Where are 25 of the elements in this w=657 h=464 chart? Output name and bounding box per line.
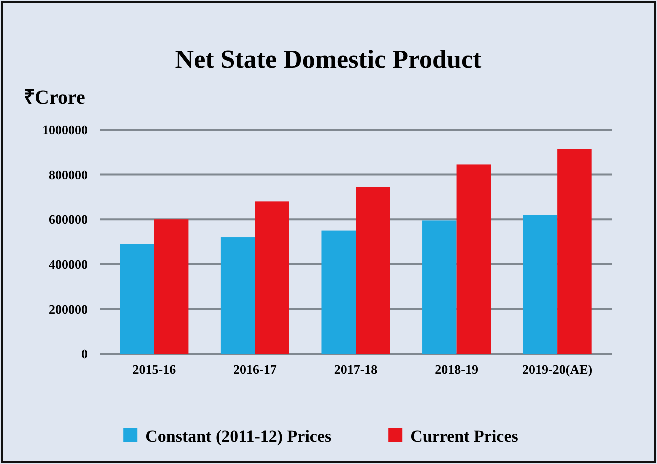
- y-tick-label: 1000000: [42, 122, 88, 138]
- x-tick-label: 2018-19: [435, 362, 479, 377]
- y-tick-label: 600000: [49, 212, 88, 228]
- y-tick-label: 0: [82, 346, 88, 362]
- bar: [322, 230, 356, 354]
- x-tick-label: 2019-20(AE): [522, 362, 593, 377]
- bar: [154, 220, 189, 354]
- legend-label: Current Prices: [410, 426, 519, 446]
- x-tick-label: 2016-17: [234, 362, 278, 377]
- y-axis-title: ₹Crore: [24, 87, 86, 109]
- bar: [422, 220, 457, 354]
- bar: [356, 187, 390, 354]
- bar: [558, 149, 592, 354]
- legend-label: Constant (2011-12) Prices: [146, 426, 332, 446]
- bar: [220, 238, 256, 354]
- bar: [456, 164, 492, 354]
- y-tick-label: 800000: [49, 167, 88, 182]
- x-tick-label: 2015-16: [132, 362, 177, 377]
- bar: [120, 244, 154, 354]
- x-tick-label: 2017-18: [334, 362, 378, 377]
- chart-title: Net State Domestic Product: [175, 45, 482, 74]
- bar: [255, 202, 290, 354]
- bar: [523, 215, 558, 354]
- y-tick-label: 200000: [49, 302, 88, 317]
- y-tick-label: 400000: [49, 256, 88, 272]
